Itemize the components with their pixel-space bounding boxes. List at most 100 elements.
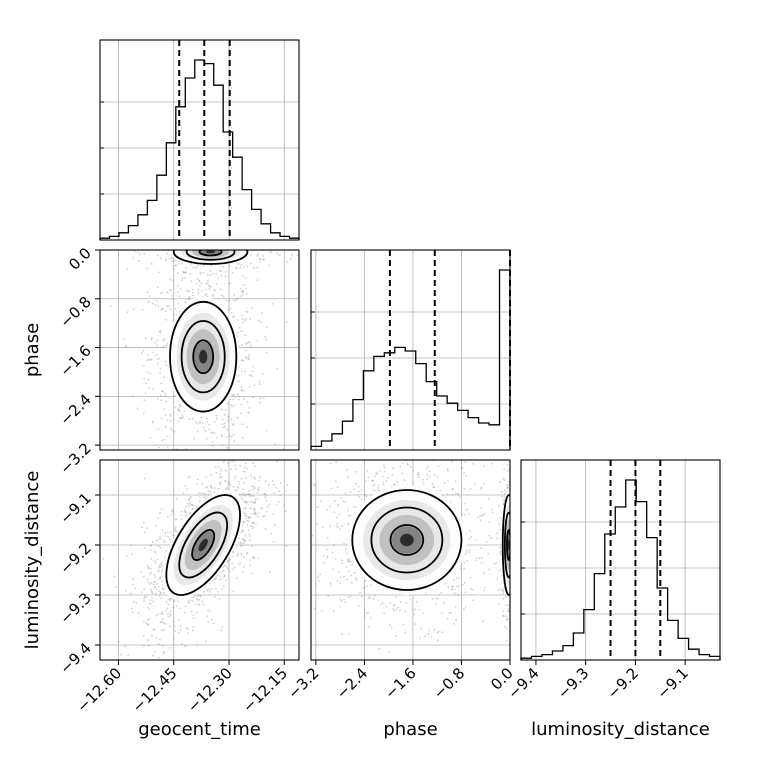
sample-point	[250, 246, 252, 248]
sample-point	[262, 257, 265, 260]
sample-point	[240, 412, 243, 415]
sample-point	[211, 588, 214, 591]
sample-point	[154, 304, 157, 306]
sample-point	[191, 294, 194, 297]
sample-point	[149, 588, 152, 591]
sample-point	[241, 389, 244, 391]
sample-point	[198, 599, 201, 601]
sample-point	[206, 242, 208, 244]
sample-point	[201, 242, 203, 244]
sample-point	[502, 503, 505, 506]
sample-point	[428, 470, 431, 472]
sample-point	[179, 629, 182, 631]
sample-point	[200, 492, 203, 495]
sample-point	[143, 597, 146, 600]
sample-point	[248, 489, 251, 492]
sample-point	[432, 486, 435, 489]
sample-point	[242, 571, 244, 574]
sample-point	[250, 512, 253, 515]
sample-point	[452, 623, 455, 625]
sample-point	[205, 485, 208, 488]
sample-point	[229, 243, 231, 245]
sample-point	[149, 603, 152, 605]
sample-point	[418, 637, 421, 640]
sample-point	[458, 577, 461, 580]
sample-point	[450, 460, 453, 463]
sample-point	[242, 530, 245, 532]
sample-point	[219, 246, 221, 248]
sample-point	[499, 553, 502, 556]
sample-point	[463, 472, 465, 474]
sample-point	[240, 544, 243, 547]
sample-point	[477, 516, 479, 519]
sample-point	[253, 465, 256, 468]
sample-point	[254, 498, 257, 501]
contour-1	[180, 320, 226, 394]
sample-point	[326, 548, 328, 551]
sample-point	[510, 550, 512, 552]
sample-point	[407, 463, 409, 466]
sample-point	[126, 311, 129, 314]
sample-point	[163, 541, 166, 544]
sample-point	[162, 591, 165, 594]
sample-point	[172, 411, 175, 414]
sample-point	[203, 242, 205, 244]
sample-point	[383, 470, 386, 473]
x-axis-label-luminosity_distance: luminosity_distance	[531, 719, 710, 740]
sample-point	[231, 316, 234, 319]
sample-point	[436, 631, 439, 634]
sample-point	[150, 590, 153, 593]
sample-point	[513, 475, 515, 477]
sample-point	[204, 496, 207, 498]
sample-point	[260, 321, 262, 324]
sample-point	[227, 420, 230, 422]
sample-point	[331, 551, 334, 554]
sample-point	[164, 425, 167, 428]
sample-point	[252, 266, 255, 269]
sample-point	[502, 589, 504, 592]
sample-point	[146, 623, 149, 626]
density-level-4	[198, 538, 208, 552]
sample-point	[414, 608, 416, 611]
sample-point	[174, 264, 177, 267]
sample-point	[205, 288, 208, 291]
sample-point	[365, 495, 367, 498]
sample-point	[222, 570, 225, 572]
sample-point	[186, 487, 189, 490]
sample-point	[225, 436, 227, 438]
sample-point	[512, 539, 514, 541]
sample-point	[244, 462, 247, 465]
sample-point	[417, 474, 420, 476]
sample-point	[171, 298, 174, 300]
sample-point	[506, 464, 509, 466]
sample-point	[209, 246, 211, 248]
sample-point	[375, 472, 377, 475]
sample-point	[502, 477, 505, 480]
sample-point	[163, 376, 165, 379]
sample-point	[379, 469, 382, 472]
sample-point	[158, 330, 161, 333]
sample-point	[248, 516, 251, 519]
sample-point	[244, 319, 246, 322]
sample-point	[238, 395, 241, 398]
sample-point	[239, 267, 242, 269]
sample-point	[238, 483, 241, 485]
sample-point	[511, 506, 513, 508]
contour-2	[501, 494, 510, 596]
sample-point	[186, 502, 189, 505]
sample-point	[412, 469, 415, 472]
sample-point	[206, 588, 208, 591]
sample-point	[395, 595, 397, 598]
sample-point	[258, 380, 261, 383]
sample-point	[253, 557, 256, 559]
sample-point	[500, 588, 503, 590]
sample-point	[221, 626, 223, 628]
sample-point	[157, 517, 160, 520]
sample-point	[224, 243, 226, 245]
sample-point	[209, 582, 212, 585]
sample-point	[228, 247, 230, 249]
sample-point	[203, 242, 205, 244]
sample-point	[244, 356, 247, 358]
sample-point	[513, 580, 515, 582]
sample-point	[501, 574, 503, 577]
